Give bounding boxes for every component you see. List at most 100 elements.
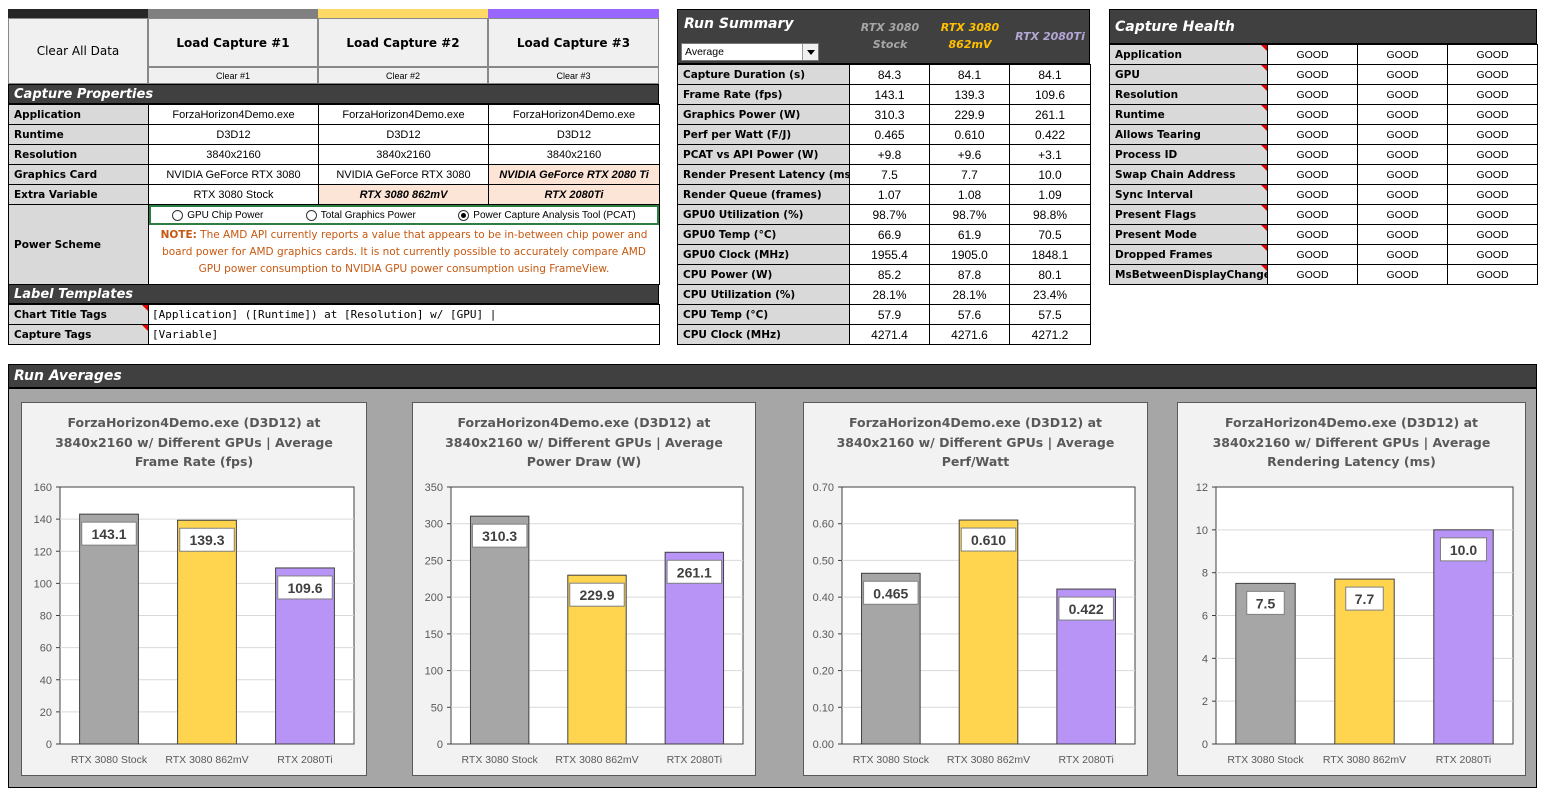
health-status: GOOD [1357, 224, 1448, 245]
chart-title: ForzaHorizon4Demo.exe (D3D12) at 3840x216… [22, 413, 366, 472]
chart-title-line: ForzaHorizon4Demo.exe (D3D12) at [1224, 415, 1479, 430]
metric-label: Perf per Watt (F/J) [677, 124, 850, 145]
radio-label: GPU Chip Power [187, 209, 264, 221]
bar-3[interactable] [664, 551, 725, 745]
x-tick-label: RTX 2080Ti [277, 754, 332, 766]
cell-value[interactable]: NVIDIA GeForce RTX 3080 [148, 164, 319, 185]
metric-value: 84.3 [849, 64, 930, 85]
x-tick-label: RTX 3080 862mV [165, 754, 248, 766]
metric-value: +9.8 [849, 144, 930, 165]
data-label: 10.0 [1450, 542, 1477, 558]
chevron-down-icon[interactable] [802, 44, 818, 60]
cell-value-highlighted[interactable]: RTX 3080 862mV [318, 184, 489, 205]
data-label-box [1058, 596, 1114, 621]
metric-label: Capture Duration (s) [677, 64, 850, 85]
capture-health-header: Capture Health [1109, 9, 1537, 44]
table-row: Runtime D3D12 D3D12 D3D12 [8, 124, 660, 145]
health-status: GOOD [1267, 244, 1358, 265]
chart-title-line: Power Draw (W) [526, 454, 642, 469]
chart-title: ForzaHorizon4Demo.exe (D3D12) at 3840x216… [413, 413, 755, 472]
bar-1[interactable] [469, 515, 530, 745]
health-status: GOOD [1267, 104, 1358, 125]
chart-title-line: Rendering Latency (ms) [1267, 454, 1436, 469]
capture-tags-input[interactable]: [Variable] [148, 324, 660, 345]
metric-value: 10.0 [1009, 164, 1091, 185]
bar-1[interactable] [79, 513, 139, 745]
cell-value[interactable]: 3840x2160 [318, 144, 489, 165]
y-tick-label: 0.70 [813, 482, 834, 494]
data-label-box [179, 527, 235, 552]
data-label-box [1345, 586, 1384, 611]
table-row: Render Queue (frames) 1.07 1.08 1.09 [677, 184, 1091, 205]
stat-type-dropdown[interactable]: Average [681, 43, 819, 61]
health-status: GOOD [1447, 224, 1538, 245]
health-check-label: Sync Interval [1109, 184, 1268, 205]
chart-4[interactable]: ForzaHorizon4Demo.exe (D3D12) at 3840x216… [1177, 402, 1526, 776]
cell-value[interactable]: 3840x2160 [148, 144, 319, 165]
y-tick-label: 250 [425, 555, 443, 567]
table-row: Graphics Power (W) 310.3 229.9 261.1 [677, 104, 1091, 125]
health-status: GOOD [1267, 144, 1358, 165]
table-row: Resolution GOOD GOOD GOOD [1109, 84, 1538, 105]
power-scheme-row: Power Scheme GPU Chip Power Total Graphi… [8, 204, 660, 285]
data-label-box [471, 523, 528, 548]
metric-label: GPU0 Utilization (%) [677, 204, 850, 225]
y-tick-label: 0.00 [813, 739, 834, 751]
metric-value: 4271.4 [849, 324, 930, 345]
row-label: Runtime [8, 124, 149, 145]
chart-2[interactable]: ForzaHorizon4Demo.exe (D3D12) at 3840x216… [412, 402, 756, 776]
health-status: GOOD [1447, 124, 1538, 145]
health-status: GOOD [1447, 64, 1538, 85]
load-capture-2-button[interactable]: Load Capture #2 [318, 18, 488, 67]
cell-value[interactable]: D3D12 [318, 124, 489, 145]
metric-value: 1.08 [929, 184, 1010, 205]
chart-3[interactable]: ForzaHorizon4Demo.exe (D3D12) at 3840x216… [803, 402, 1148, 776]
cell-value[interactable]: ForzaHorizon4Demo.exe [148, 104, 319, 125]
health-check-label: Application [1109, 44, 1268, 65]
metric-value: 84.1 [1009, 64, 1091, 85]
load-capture-1-button[interactable]: Load Capture #1 [148, 18, 318, 67]
health-check-label: Present Flags [1109, 204, 1268, 225]
bar-2[interactable] [177, 519, 237, 745]
data-label: 109.6 [287, 580, 322, 596]
run-averages-title: Run Averages [14, 368, 122, 384]
bar-1[interactable] [1235, 582, 1296, 745]
radio-total-graphics-power[interactable]: Total Graphics Power [305, 209, 416, 221]
chart-1[interactable]: ForzaHorizon4Demo.exe (D3D12) at 3840x216… [21, 402, 367, 776]
data-label: 139.3 [189, 532, 224, 548]
chart-title-tags-input[interactable]: [Application] ([Runtime]) at [Resolution… [148, 304, 660, 325]
cell-value-highlighted[interactable]: RTX 2080Ti [488, 184, 660, 205]
radio-label: Power Capture Analysis Tool (PCAT) [473, 209, 636, 221]
cell-value[interactable]: 3840x2160 [488, 144, 660, 165]
metric-value: 28.1% [929, 284, 1010, 305]
x-tick-label: RTX 2080Ti [1436, 754, 1491, 766]
chart-title-line: 3840x2160 w/ Different GPUs | Average [445, 434, 723, 450]
health-check-label: Present Mode [1109, 224, 1268, 245]
bar-2[interactable] [958, 519, 1019, 745]
cell-value[interactable]: D3D12 [488, 124, 660, 145]
table-row: GPU0 Utilization (%) 98.7% 98.7% 98.8% [677, 204, 1091, 225]
cell-value[interactable]: ForzaHorizon4Demo.exe [318, 104, 489, 125]
cell-value[interactable]: RTX 3080 Stock [148, 184, 319, 205]
health-status: GOOD [1357, 264, 1448, 285]
health-status: GOOD [1267, 84, 1358, 105]
clear-capture-3-button[interactable]: Clear #3 [488, 67, 659, 84]
clear-capture-2-button[interactable]: Clear #2 [318, 67, 488, 84]
data-label: 229.9 [579, 587, 614, 603]
cell-value[interactable]: NVIDIA GeForce RTX 3080 [318, 164, 489, 185]
load-capture-3-button[interactable]: Load Capture #3 [488, 18, 659, 67]
metric-value: 109.6 [1009, 84, 1091, 105]
metric-value: 0.610 [929, 124, 1010, 145]
table-row: Sync Interval GOOD GOOD GOOD [1109, 184, 1538, 205]
x-tick-label: RTX 2080Ti [1058, 754, 1113, 766]
cell-value[interactable]: ForzaHorizon4Demo.exe [488, 104, 660, 125]
table-row: Present Flags GOOD GOOD GOOD [1109, 204, 1538, 225]
clear-all-data-button[interactable]: Clear All Data [8, 18, 148, 84]
clear-capture-1-button[interactable]: Clear #1 [148, 67, 318, 84]
bar-3[interactable] [1433, 529, 1494, 745]
cell-value-highlighted[interactable]: NVIDIA GeForce RTX 2080 Ti [488, 164, 660, 185]
radio-gpu-chip-power[interactable]: GPU Chip Power [172, 209, 264, 221]
health-status: GOOD [1267, 224, 1358, 245]
radio-pcat[interactable]: Power Capture Analysis Tool (PCAT) [458, 209, 636, 221]
cell-value[interactable]: D3D12 [148, 124, 319, 145]
